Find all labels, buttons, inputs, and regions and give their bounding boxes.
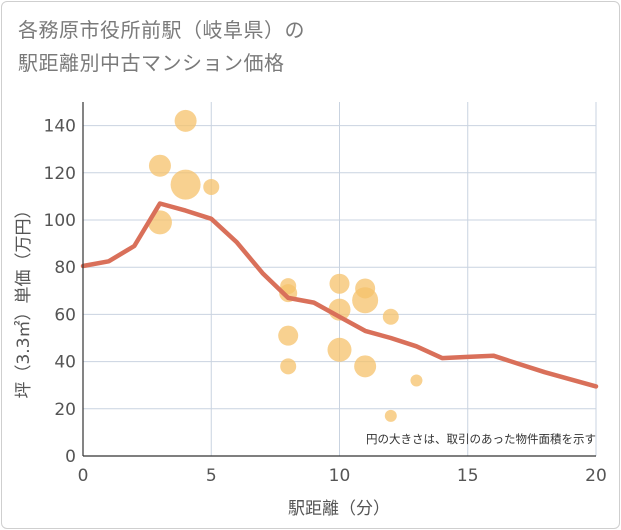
scatter-bubbles [147,109,423,422]
scatter-point [329,273,350,294]
y-tick-label: 0 [65,447,76,467]
x-tick-label: 0 [78,466,89,486]
scatter-point [278,325,299,346]
scatter-point [327,337,352,362]
x-tick-label: 10 [329,466,351,486]
x-tick-label: 5 [206,466,217,486]
bubble-size-note: 円の大きさは、取引のあった物件面積を示す [366,432,596,446]
average-price-line [80,201,599,389]
x-tick-label: 15 [457,466,479,486]
scatter-point [280,358,297,375]
chart-title-line-2: 駅距離別中古マンション価格 [18,51,285,75]
y-axis-title: 坪（3.3㎡）単価（万円） [14,201,34,398]
y-tick-label: 140 [44,117,76,137]
y-tick-label: 20 [54,400,76,420]
scatter-point [382,308,399,325]
scatter-point [174,109,197,132]
y-tick-label: 80 [54,258,76,278]
chart-title-line-1: 各務原市役所前駅（岐阜県）の [18,18,305,42]
scatter-point [203,178,220,195]
x-tick-label: 20 [585,466,607,486]
scatter-point [170,169,201,200]
tick-labels: 0 20 40 60 80 100 120 140 0 5 10 15 20 [44,117,607,486]
scatter-point [410,374,423,387]
scatter-point [354,355,377,378]
scatter-point [352,287,379,314]
y-tick-label: 40 [54,353,76,373]
scatter-point [148,154,171,177]
scatter-point [384,409,397,422]
x-axis-title: 駅距離（分） [288,499,390,519]
average-price-line-group [80,201,599,389]
y-tick-label: 60 [54,305,76,325]
y-tick-label: 120 [44,164,76,184]
axes [82,102,596,457]
y-tick-label: 100 [44,211,76,231]
chart-title: 各務原市役所前駅（岐阜県）の 駅距離別中古マンション価格 [18,14,305,80]
